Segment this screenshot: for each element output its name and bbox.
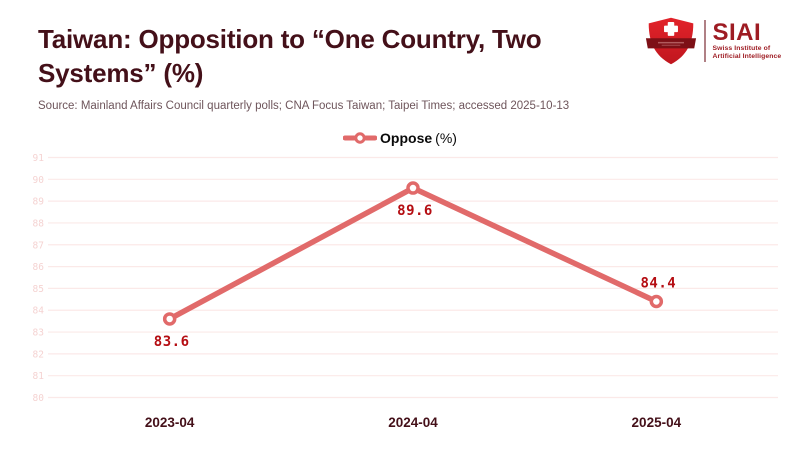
legend-line-marker-icon — [343, 132, 378, 144]
y-tick-label: 82 — [33, 349, 44, 360]
y-tick-label: 85 — [33, 284, 44, 295]
siai-logo: SIAI Swiss Institute of Artificial Intel… — [645, 16, 781, 66]
y-tick-label: 80 — [33, 393, 45, 404]
y-tick-label: 86 — [33, 262, 45, 273]
logo-text: SIAI Swiss Institute of Artificial Intel… — [712, 18, 782, 62]
y-tick-label: 91 — [33, 153, 45, 164]
x-tick-label: 2023-04 — [145, 415, 195, 430]
y-tick-label: 84 — [33, 306, 45, 317]
y-tick-label: 90 — [33, 175, 45, 186]
x-tick-label: 2025-04 — [632, 415, 682, 430]
logo-name: SIAI — [712, 18, 762, 46]
x-tick-label: 2024-04 — [388, 415, 438, 430]
y-tick-label: 87 — [33, 240, 44, 251]
data-point-marker — [406, 181, 420, 195]
y-tick-label: 81 — [33, 371, 45, 382]
data-point-label: 84.4 — [640, 276, 676, 292]
y-tick-label: 83 — [33, 328, 44, 339]
data-point-label: 83.6 — [154, 334, 190, 350]
logo-divider — [704, 20, 706, 62]
logo-subtitle-2: Artificial Intelligence — [712, 53, 782, 60]
legend-label: Oppose — [380, 130, 433, 146]
data-point-label: 89.6 — [397, 203, 433, 219]
y-tick-label: 88 — [33, 218, 45, 229]
data-point-marker — [649, 294, 664, 309]
line-chart: 91 90 89 88 87 86 85 84 83 82 81 80 2023-04 2024-04 20… — [33, 153, 778, 430]
logo-subtitle-1: Swiss Institute of — [712, 44, 771, 52]
chart-legend: Oppose (%) — [0, 130, 800, 146]
data-point-marker — [162, 312, 177, 326]
y-tick-label: 89 — [33, 197, 45, 208]
swiss-shield-icon — [645, 17, 697, 65]
legend-unit: (%) — [435, 130, 457, 146]
page-title: Taiwan: Opposition to “One Country, Two … — [38, 24, 542, 88]
source-caption: Source: Mainland Affairs Council quarter… — [38, 100, 570, 112]
